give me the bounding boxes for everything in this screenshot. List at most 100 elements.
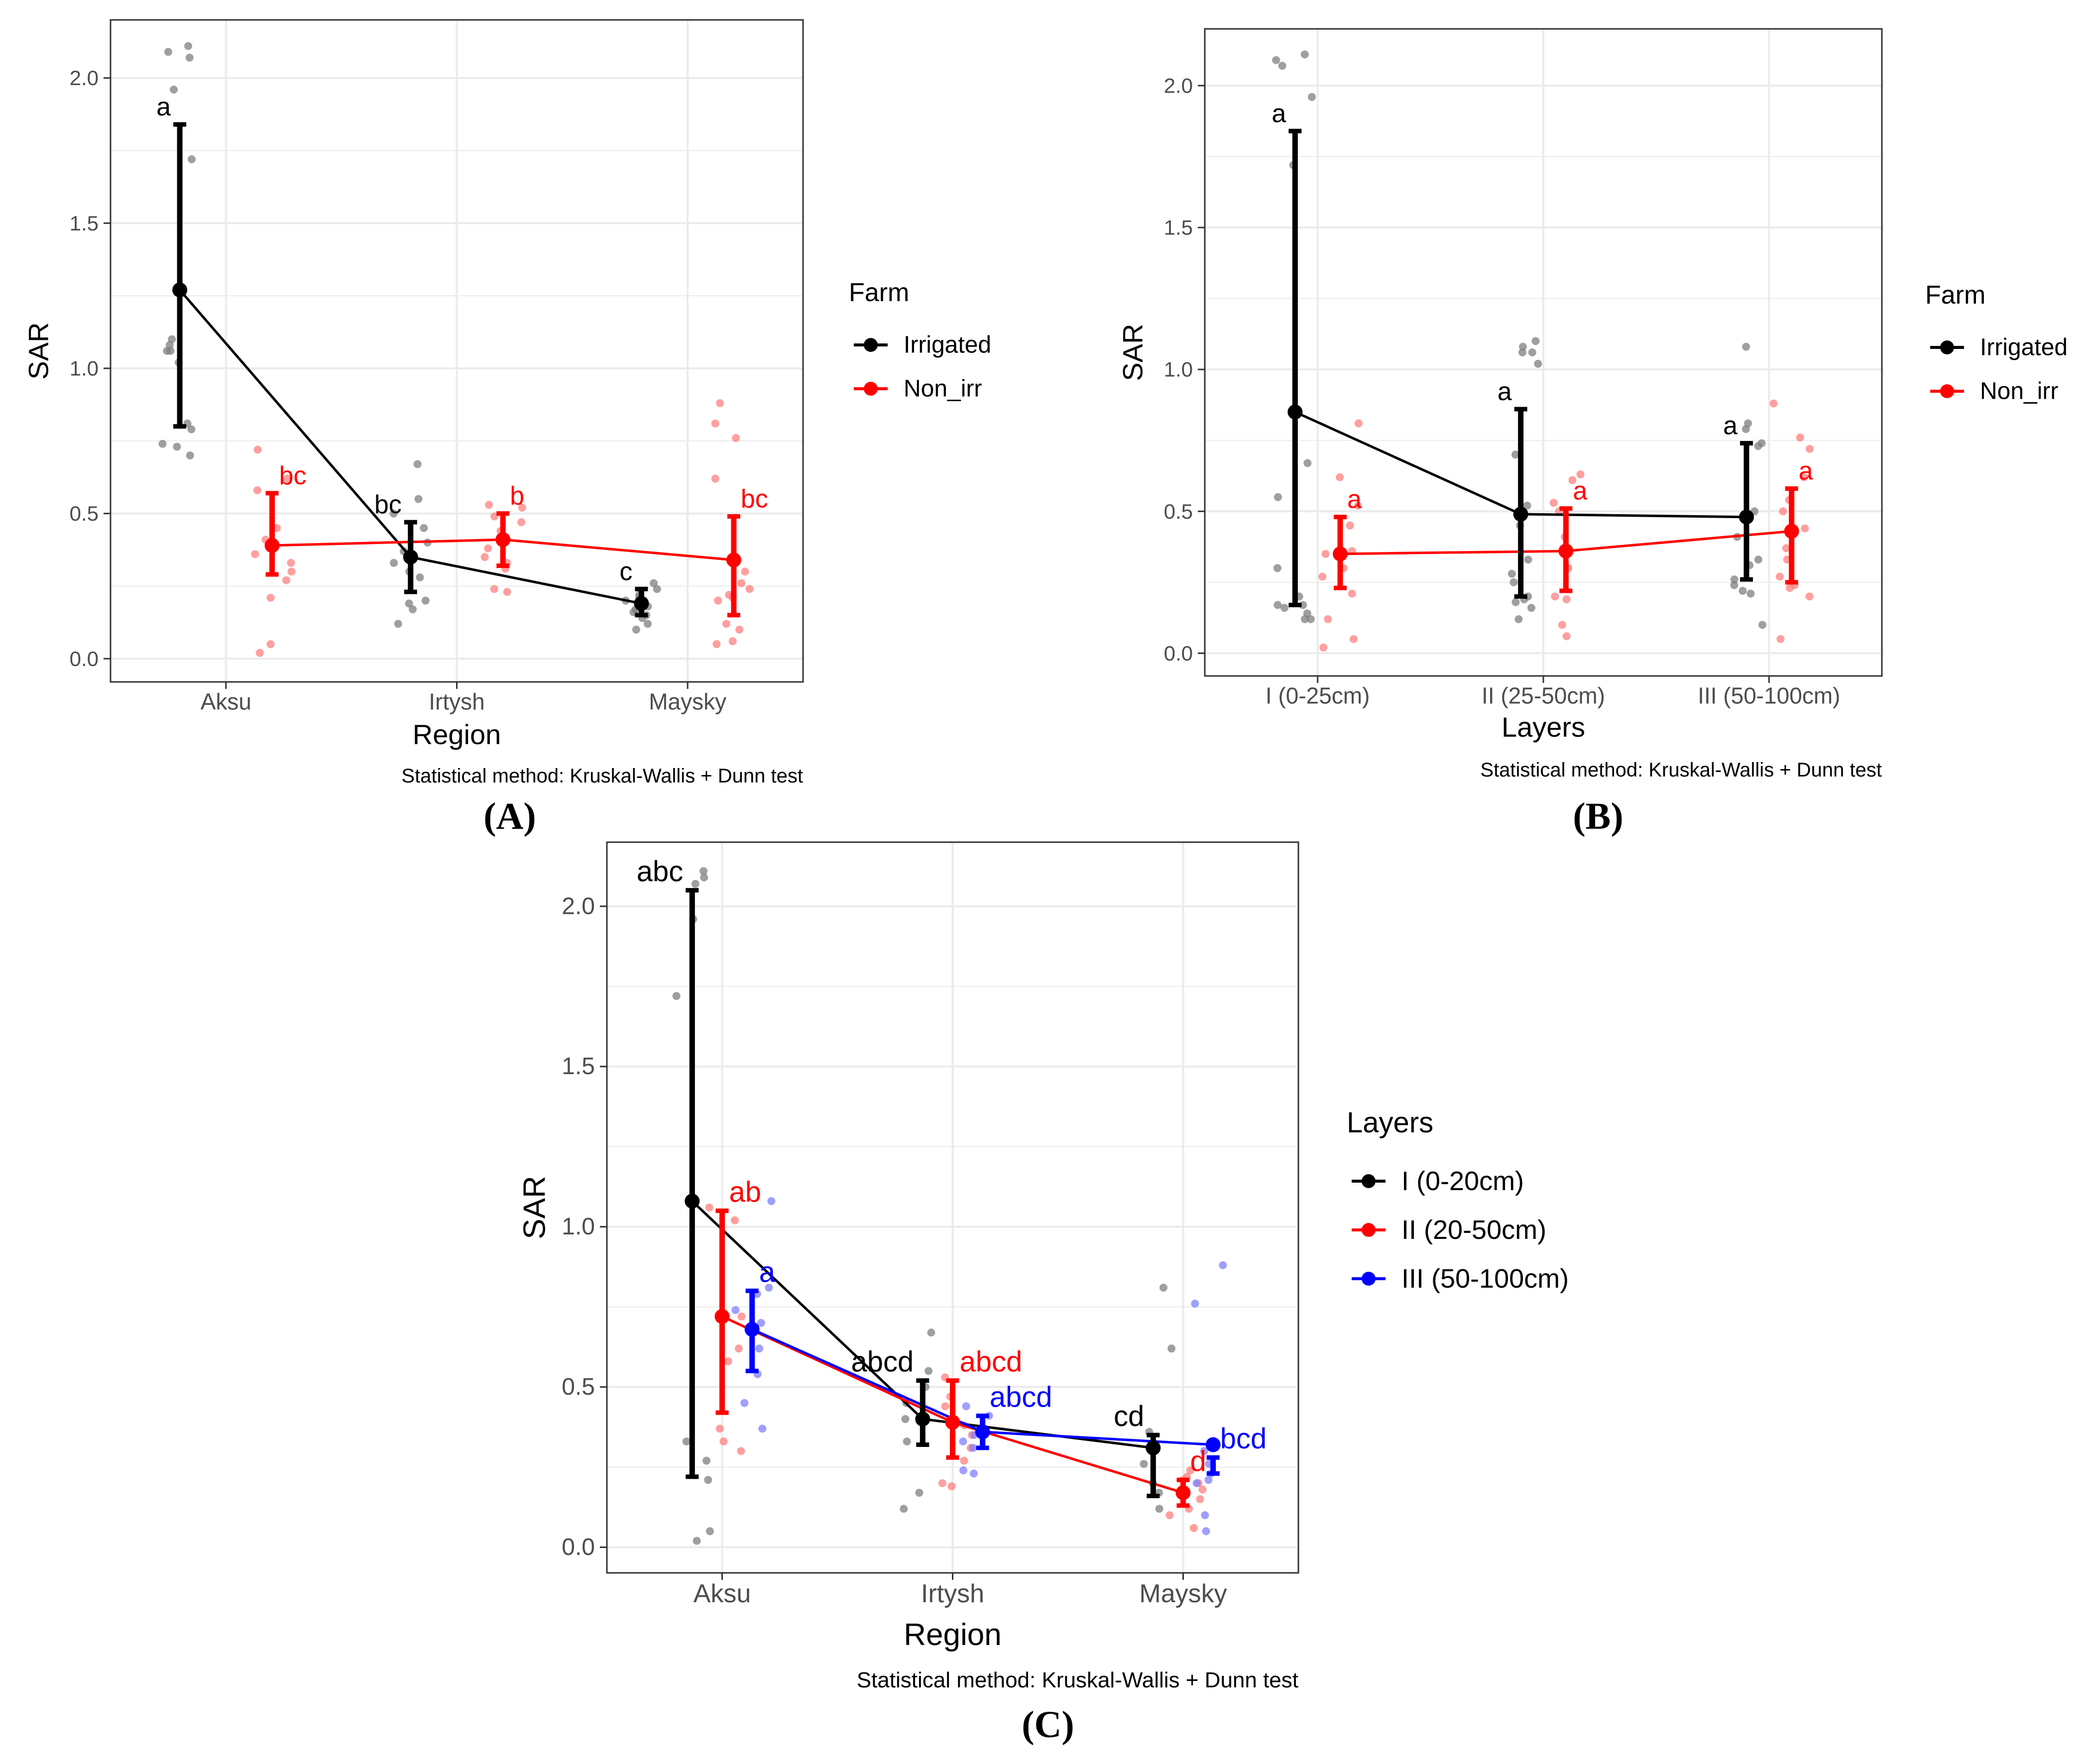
jitter-point — [164, 48, 173, 56]
jitter-point — [186, 451, 194, 459]
jitter-point — [1527, 604, 1535, 612]
jitter-point — [699, 867, 708, 875]
legend-title: Farm — [1925, 281, 1985, 310]
legend: Farm Irrigated Non_irr — [849, 278, 991, 402]
jitter-point — [705, 1527, 714, 1536]
y-tick-label: 0.5 — [1164, 500, 1193, 523]
jitter-point — [644, 620, 652, 628]
legend: Farm Irrigated Non_irr — [1925, 281, 2068, 405]
jitter-point — [1514, 615, 1523, 623]
significance-letter: a — [1723, 411, 1738, 440]
y-tick-label: 1.5 — [1164, 216, 1193, 239]
legend-key-point — [1362, 1174, 1376, 1188]
mean-point — [634, 596, 649, 611]
jitter-point — [1280, 604, 1288, 612]
mean-point — [264, 538, 280, 553]
mean-point — [403, 550, 418, 565]
jitter-point — [1319, 643, 1328, 652]
mean-point — [1739, 509, 1754, 525]
jitter-point — [735, 626, 744, 634]
jitter-point — [1511, 598, 1520, 606]
jitter-point — [767, 1197, 776, 1206]
jitter-point — [732, 434, 740, 442]
significance-letter: a — [1498, 377, 1512, 406]
legend-title: Layers — [1347, 1106, 1433, 1139]
caption: Statistical method: Kruskal-Wallis + Dun… — [401, 765, 803, 787]
jitter-point — [1167, 1344, 1176, 1353]
jitter-point — [490, 512, 499, 521]
jitter-point — [1551, 592, 1559, 601]
error-bars — [1288, 128, 1798, 607]
significance-letter: d — [1190, 1445, 1206, 1477]
jitter-point — [1562, 632, 1571, 641]
legend-key-point — [864, 382, 878, 396]
y-tick-label: 1.5 — [70, 212, 99, 235]
jitter-point — [420, 524, 428, 532]
jitter-point — [1274, 601, 1282, 609]
jitter-point — [253, 486, 261, 494]
jitter-point — [1354, 419, 1363, 428]
jitter-point — [1278, 62, 1286, 70]
jitter-point — [653, 585, 661, 593]
significance-letter: abc — [637, 856, 684, 888]
mean-point — [1513, 507, 1528, 522]
jitter-point — [1300, 50, 1309, 59]
mean-point — [1333, 546, 1348, 561]
jitter-point — [1349, 635, 1358, 643]
grid-lines — [1205, 29, 1882, 676]
jitter-point — [1306, 615, 1315, 623]
mean-point — [726, 552, 741, 567]
jitter-point — [901, 1415, 910, 1423]
jitter-point — [947, 1482, 956, 1491]
jitter-point — [900, 1505, 908, 1513]
panel-label-a: (A) — [483, 795, 536, 837]
jitter-point — [1523, 501, 1531, 510]
jitter-point — [693, 1537, 701, 1545]
jitter-point — [1568, 476, 1577, 484]
jitter-point — [1273, 564, 1281, 572]
jitter-point — [1346, 521, 1354, 530]
legend-key-point — [864, 338, 878, 352]
jitter-point — [1272, 56, 1280, 64]
jitter-point — [1509, 578, 1518, 586]
significance-letter: abcd — [960, 1346, 1023, 1378]
legend-key-point — [1362, 1272, 1376, 1286]
jitter-point — [704, 1476, 712, 1484]
jitter-point — [1741, 425, 1750, 433]
jitter-point — [1776, 635, 1785, 643]
mean-point — [975, 1424, 990, 1439]
jitter-point — [1307, 93, 1316, 101]
jitter-point — [1204, 1476, 1213, 1484]
jitter-point — [413, 460, 422, 468]
jitter-point — [187, 425, 196, 434]
jitter-point — [1219, 1261, 1227, 1269]
y-tick-label: 0.0 — [562, 1534, 595, 1560]
jitter-point — [266, 593, 275, 602]
jitter-point — [283, 474, 292, 483]
y-tick-label: 0.5 — [562, 1374, 595, 1400]
x-tick-label: Maysky — [1139, 1579, 1227, 1608]
jitter-point — [390, 558, 398, 567]
jitter-point — [903, 1437, 911, 1446]
jitter-point — [682, 1437, 691, 1446]
x-tick-label: Irtysh — [429, 689, 484, 715]
jitter-point — [927, 1328, 935, 1337]
jitter-point — [1805, 592, 1814, 601]
y-axis: 0.0 0.5 1.0 1.5 2.0 — [1164, 74, 1205, 665]
jitter-point — [1558, 621, 1566, 629]
x-tick-label: Maysky — [649, 689, 726, 715]
jitter-point — [1531, 337, 1540, 345]
jitter-point — [1730, 575, 1738, 584]
jitter-point — [1348, 589, 1356, 598]
x-axis: I (0-25cm) II (25-50cm) III (50-100cm) — [1266, 676, 1840, 709]
jitter-point — [1576, 470, 1585, 479]
mean-point — [744, 1322, 760, 1337]
mean-point — [1146, 1440, 1161, 1455]
y-tick-label: 2.0 — [70, 66, 99, 90]
jitter-point — [1785, 584, 1794, 592]
x-tick-label: Aksu — [201, 689, 251, 715]
jitter-point — [962, 1402, 970, 1411]
jitter-point — [1779, 507, 1787, 516]
jitter-point — [188, 155, 196, 163]
jitter-point — [287, 558, 295, 567]
